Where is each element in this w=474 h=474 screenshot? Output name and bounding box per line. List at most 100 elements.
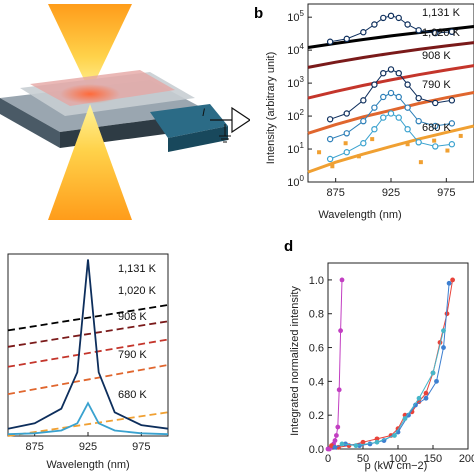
panel-c-series-line — [7, 338, 169, 368]
panel-b-temp-label: 790 K — [422, 79, 451, 91]
panel-d-point — [441, 328, 446, 334]
panel-c-temp-label: 1,131 K — [118, 263, 157, 275]
panel-b-point — [380, 69, 387, 77]
panel-b-point — [371, 81, 378, 88]
panel-b-point — [448, 28, 456, 36]
panel-d-ylabel: Integrated normalized intensity — [289, 286, 301, 436]
panel-b-point — [326, 116, 334, 123]
panel-d-point — [339, 277, 345, 283]
panel-b-series-line — [307, 124, 474, 174]
panel-b-point — [448, 120, 456, 127]
panel-b-ylabel: Intensity (arbitrary unit) — [265, 52, 277, 164]
panel-b-point — [371, 104, 378, 111]
panel-d-point — [444, 311, 450, 317]
panel-b-point — [404, 104, 411, 111]
panel-c-series-line — [7, 411, 169, 437]
panel-b-point — [343, 110, 350, 117]
panel-b-point — [395, 14, 402, 22]
panel-b-point — [395, 114, 402, 121]
panel-c-temp-label: 1,020 K — [118, 285, 157, 297]
panel-d-point — [374, 439, 380, 445]
panel-b-ytick-label: 101 — [287, 141, 304, 156]
panel-b-point — [326, 38, 334, 45]
panel-b-label: b — [254, 5, 263, 22]
panel-b-ytick-label: 100 — [287, 174, 304, 189]
panel-d-ytick-label: 0.2 — [309, 410, 324, 422]
panel-c-temp-label: 680 K — [118, 389, 147, 401]
panel-b-point — [415, 27, 422, 34]
panel-b-point — [387, 110, 395, 117]
panel-b-point — [404, 81, 411, 88]
panel-b-point — [360, 140, 367, 147]
panel-b-temp-label: 680 K — [422, 122, 451, 134]
panel-b-point — [360, 117, 367, 125]
panel-d-point — [406, 412, 411, 418]
panel-d-point — [413, 402, 418, 408]
bottom-laser-beam — [48, 104, 132, 220]
panel-b-point — [432, 122, 439, 130]
panel-d-ytick-label: 0.0 — [309, 444, 324, 456]
panel-d-point — [336, 387, 342, 393]
panel-d-fit-line — [334, 283, 450, 448]
panel-b-temp-label: 1,020 K — [422, 27, 461, 39]
panel-b-point — [458, 133, 463, 138]
panel-b-xtick-label: 975 — [437, 187, 455, 199]
panel-b-point — [415, 139, 422, 146]
panel-d-xtick-label: 150 — [424, 453, 442, 465]
panel-c-xtick-label: 925 — [79, 441, 97, 453]
panel-b-point — [395, 69, 402, 77]
device-stack — [0, 70, 228, 152]
panel-d-point — [402, 416, 408, 421]
panel-b-point — [404, 21, 411, 28]
panel-c-peak-line — [7, 259, 169, 430]
panel-b-point — [360, 29, 367, 36]
current-label: I — [202, 107, 205, 119]
panel-d-point — [423, 395, 429, 401]
panel-d-point — [353, 443, 359, 449]
top-laser-beam — [48, 4, 132, 92]
panel-b-point — [343, 141, 348, 146]
panel-d-ytick-label: 0.8 — [309, 309, 324, 321]
panel-d-point — [339, 441, 345, 447]
panel-b-point — [371, 21, 378, 28]
panel-d-point — [446, 280, 452, 286]
panel-d-point — [338, 328, 343, 334]
panel-d-xtick-label: 200 — [459, 453, 474, 465]
panel-d-point — [434, 378, 439, 384]
panel-b-point — [387, 66, 395, 73]
panel-c-temp-label: 790 K — [118, 349, 147, 361]
panel-b-xtick-label: 875 — [326, 187, 344, 199]
panel-b-point — [326, 135, 334, 143]
panel-d-xlabel: p (kW cm−2) — [365, 460, 428, 472]
panel-d-point — [335, 424, 341, 430]
panel-d-point — [450, 277, 455, 283]
panel-d-xtick-label: 50 — [357, 453, 369, 465]
panel-b-point — [448, 97, 456, 104]
panel-d-point — [441, 345, 446, 350]
panel-d-ytick-label: 1.0 — [309, 275, 324, 287]
panel-d-label: d — [284, 238, 293, 255]
panel-b-series-line — [307, 41, 474, 69]
panel-b-point — [317, 150, 322, 155]
panel-d-point — [332, 438, 338, 443]
panel-b-point — [432, 138, 437, 143]
panel-b-point — [404, 125, 411, 133]
panel-b-point — [330, 164, 335, 169]
panel-b-point — [387, 89, 395, 97]
panel-b-point — [343, 149, 350, 156]
panel-d-xtick-label: 100 — [389, 453, 407, 465]
panel-c-chart: Wavelength (nm) 875 925 975 1,131 K 1,020 K 9… — [7, 253, 169, 471]
panel-b-point — [432, 29, 439, 37]
panel-b-point — [343, 130, 350, 137]
panel-b-ytick-label: 103 — [287, 75, 304, 90]
panel-b-point — [448, 141, 456, 148]
panel-b-point — [371, 125, 378, 133]
panel-b-point — [343, 35, 350, 43]
panel-b-chart: b Intensity (arbitrary unit) Wavelength … — [254, 3, 474, 221]
panel-d-fit-line — [341, 330, 444, 447]
panel-d-chart: d Integrated normalized intensity p (kW … — [284, 238, 474, 472]
panel-c-peak-line — [7, 401, 169, 436]
panel-b-point — [445, 148, 450, 153]
panel-d-fit-line — [331, 279, 454, 448]
panel-b-point — [326, 155, 334, 163]
